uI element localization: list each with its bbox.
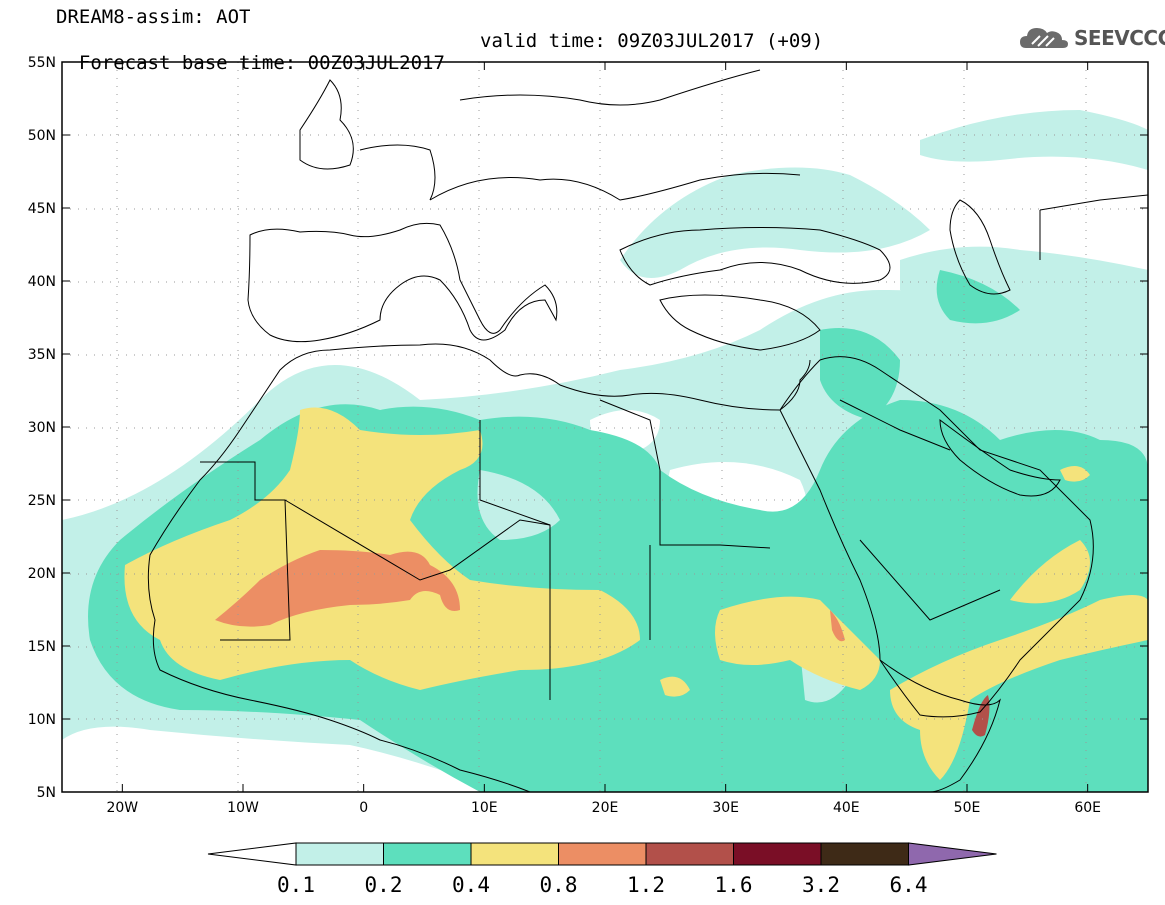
colorbar-label: 1.2 xyxy=(627,873,665,897)
lon-tick-label: 50E xyxy=(954,800,981,816)
colorbar-label: 0.1 xyxy=(277,873,315,897)
lon-tick-label: 10W xyxy=(227,800,259,816)
coastlines xyxy=(147,69,1148,792)
logo-text: SEEVCCC xyxy=(1074,26,1165,50)
colorbar-segment xyxy=(383,842,472,866)
valid-time-text: valid time: 09Z03JUL2017 (+09) xyxy=(480,30,824,52)
colorbar-segment xyxy=(820,842,909,866)
colorbar-high-arrow xyxy=(908,842,997,866)
lon-tick-label: 40E xyxy=(833,800,860,816)
lat-tick-label: 35N xyxy=(28,347,56,363)
forecast-base-time: Forecast base time: 00Z03JUL2017 valid t… xyxy=(56,30,823,96)
colorbar-segment xyxy=(295,842,384,866)
lat-tick-label: 5N xyxy=(37,785,56,801)
aot-band-0.2-caspian xyxy=(936,270,1020,324)
lon-tick-label: 0 xyxy=(359,800,368,816)
map-graticule xyxy=(62,62,1148,792)
lon-tick-label: 20W xyxy=(106,800,138,816)
lat-tick-label: 10N xyxy=(28,712,56,728)
aot-band-0.1-north xyxy=(620,167,930,278)
cloud-icon xyxy=(1020,28,1068,48)
lat-tick-label: 45N xyxy=(28,201,56,217)
lon-tick-label: 30E xyxy=(712,800,739,816)
aot-field xyxy=(62,110,1148,792)
aot-band-0.8 xyxy=(215,550,460,627)
lat-tick-label: 40N xyxy=(28,274,56,290)
lon-tick-label: 10E xyxy=(471,800,498,816)
aot-band-0.1-ne xyxy=(920,110,1148,170)
colorbar-low-arrow xyxy=(207,842,297,866)
lat-tick-label: 20N xyxy=(28,566,56,582)
colorbar-label: 0.2 xyxy=(365,873,403,897)
map-title: DREAM8-assim: AOT xyxy=(56,6,251,28)
colorbar-label: 0.4 xyxy=(452,873,490,897)
seevccc-logo: SEEVCCC xyxy=(1018,22,1165,56)
lat-tick-label: 25N xyxy=(28,493,56,509)
colorbar-segment xyxy=(733,842,822,866)
colorbar xyxy=(207,842,997,866)
lat-tick-label: 55N xyxy=(28,55,56,71)
lon-tick-label: 20E xyxy=(592,800,619,816)
colorbar-label: 3.2 xyxy=(802,873,840,897)
aot-band-0.4-arabia xyxy=(890,595,1148,780)
aot-band-0.4-ethiopia xyxy=(715,596,880,690)
aot-band-0.4-oman xyxy=(1010,540,1090,604)
colorbar-label: 6.4 xyxy=(890,873,928,897)
lat-tick-label: 50N xyxy=(28,128,56,144)
colorbar-segment xyxy=(558,842,647,866)
lon-tick-label: 60E xyxy=(1074,800,1101,816)
colorbar-label: 0.8 xyxy=(540,873,578,897)
colorbar-segment xyxy=(645,842,734,866)
colorbar-segment xyxy=(470,842,559,866)
lat-tick-label: 30N xyxy=(28,420,56,436)
colorbar-label: 1.6 xyxy=(715,873,753,897)
lat-tick-label: 15N xyxy=(28,639,56,655)
base-time-text: Forecast base time: 00Z03JUL2017 xyxy=(78,52,445,74)
aot-band-0.2-nubia xyxy=(820,328,900,420)
